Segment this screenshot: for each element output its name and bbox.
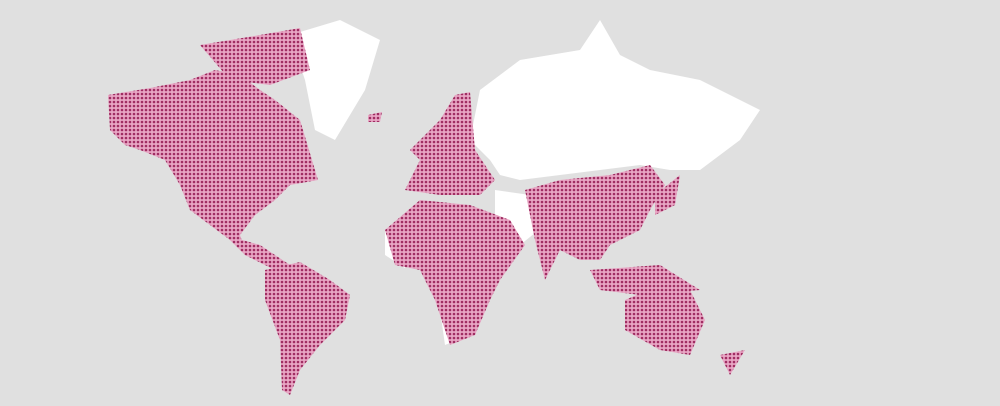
greenland (290, 20, 380, 140)
russia (470, 20, 760, 180)
japan (655, 175, 680, 215)
iceland (368, 112, 382, 122)
highlighted-regions (108, 28, 745, 395)
australia (625, 285, 705, 355)
south-america (265, 262, 350, 395)
asia (525, 165, 665, 280)
central-america (225, 235, 290, 270)
africa (385, 200, 525, 345)
europe (405, 92, 495, 195)
new-zealand (720, 350, 745, 375)
arctic-islands (200, 28, 310, 85)
north-america (108, 70, 318, 250)
